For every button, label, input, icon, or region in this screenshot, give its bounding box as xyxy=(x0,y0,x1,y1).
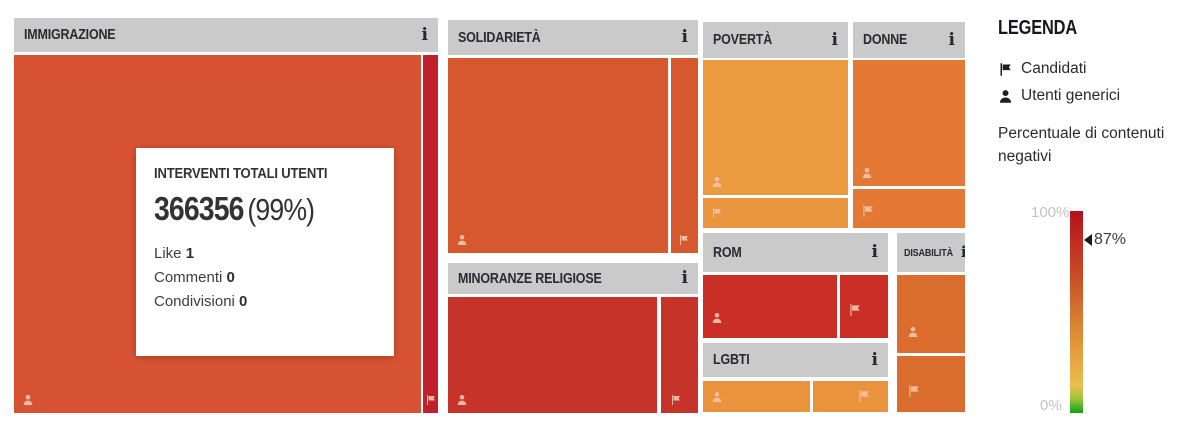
person-icon xyxy=(861,167,873,179)
treemap-block-lgbti-candidati[interactable] xyxy=(813,381,888,412)
treemap-block-poverta-candidati[interactable] xyxy=(703,198,848,228)
panel-header-donne: DONNE i xyxy=(853,22,965,58)
treemap-block-rom-candidati[interactable] xyxy=(840,275,888,338)
panel-title: IMMIGRAZIONE xyxy=(24,27,116,43)
scale-min-label: 0% xyxy=(1040,397,1062,414)
person-icon xyxy=(711,391,723,403)
legend-item-label: Utenti generici xyxy=(1021,87,1121,104)
legend-item-utenti-generici: Utenti generici xyxy=(998,87,1120,105)
person-icon xyxy=(456,394,468,406)
person-icon xyxy=(456,234,468,246)
treemap-block-immigrazione-candidati[interactable] xyxy=(423,55,438,413)
panel-title: ROM xyxy=(713,244,742,261)
flag-icon xyxy=(678,234,690,246)
treemap-block-minoranze-utenti[interactable] xyxy=(448,297,657,413)
panel-title: POVERTÀ xyxy=(713,32,773,48)
tooltip: INTERVENTI TOTALI UTENTI 366356 (99%) Li… xyxy=(136,148,394,356)
info-icon[interactable]: i xyxy=(831,29,838,50)
tooltip-metric-condivisioni: Condivisioni 0 xyxy=(154,293,248,311)
flag-icon xyxy=(907,384,921,398)
tooltip-percent: (99%) xyxy=(247,191,315,227)
person-icon xyxy=(999,89,1012,103)
legend-scale-label: Percentuale di contenuti negativi xyxy=(998,125,1165,166)
panel-title: LGBTI xyxy=(713,352,750,368)
flag-icon xyxy=(848,303,862,317)
person-icon xyxy=(22,394,34,406)
legend-item-candidati: Candidati xyxy=(998,60,1087,78)
panel-header-poverta: POVERTÀ i xyxy=(703,22,848,58)
panel-header-disabilita: DISABILITÀ i xyxy=(897,233,965,272)
flag-icon xyxy=(425,394,437,406)
flag-icon xyxy=(711,207,723,219)
panel-header-solidarieta: SOLIDARIETÀ i xyxy=(448,20,698,55)
color-scale-gradient-bar xyxy=(1070,211,1083,413)
scale-marker: 87% xyxy=(1084,231,1126,249)
treemap-block-lgbti-utenti[interactable] xyxy=(703,381,810,412)
treemap-block-disabilita-candidati[interactable] xyxy=(897,356,965,412)
info-icon[interactable]: i xyxy=(421,24,428,45)
info-icon[interactable]: i xyxy=(681,27,688,47)
info-icon[interactable]: i xyxy=(681,268,688,288)
treemap-block-disabilita-utenti[interactable] xyxy=(897,275,965,353)
tooltip-number: 366356 xyxy=(154,189,244,227)
info-icon[interactable]: i xyxy=(948,29,955,50)
treemap-block-solidarieta-utenti[interactable] xyxy=(448,58,668,253)
marker-arrow-icon xyxy=(1084,234,1092,246)
flag-icon xyxy=(857,389,871,403)
panel-header-rom: ROM i xyxy=(703,233,888,272)
info-icon[interactable]: i xyxy=(871,349,878,370)
info-icon[interactable]: i xyxy=(871,242,878,262)
person-icon xyxy=(711,312,723,324)
panel-title: DONNE xyxy=(863,32,908,48)
tooltip-metric-commenti: Commenti 0 xyxy=(154,269,235,287)
treemap-block-donne-candidati[interactable] xyxy=(853,189,965,228)
panel-title: MINORANZE RELIGIOSE xyxy=(458,270,602,287)
legend-title: LEGENDA xyxy=(998,17,1078,39)
flag-icon xyxy=(861,204,875,218)
person-icon xyxy=(907,326,919,338)
person-icon xyxy=(711,176,723,188)
panel-title: SOLIDARIETÀ xyxy=(458,29,541,46)
info-icon[interactable]: i xyxy=(960,243,965,261)
treemap-block-solidarieta-candidati[interactable] xyxy=(671,58,698,253)
legend-item-label: Candidati xyxy=(1021,60,1087,77)
tooltip-value: 366356 (99%) xyxy=(154,190,345,228)
flag-icon xyxy=(670,394,682,406)
treemap-block-minoranze-candidati[interactable] xyxy=(661,297,698,413)
treemap-block-rom-utenti[interactable] xyxy=(703,275,837,338)
panel-title: DISABILITÀ xyxy=(904,246,953,259)
tooltip-title: INTERVENTI TOTALI UTENTI xyxy=(154,166,328,182)
treemap-block-poverta-utenti[interactable] xyxy=(703,60,848,195)
panel-header-immigrazione: IMMIGRAZIONE i xyxy=(14,18,438,52)
panel-header-minoranze-religiose: MINORANZE RELIGIOSE i xyxy=(448,263,698,294)
scale-max-label: 100% xyxy=(1031,204,1070,221)
tooltip-metric-like: Like 1 xyxy=(154,244,195,262)
flag-icon xyxy=(1000,62,1011,76)
panel-header-lgbti: LGBTI i xyxy=(703,343,888,377)
treemap-block-donne-utenti[interactable] xyxy=(853,60,965,186)
marker-value: 87% xyxy=(1094,231,1127,248)
